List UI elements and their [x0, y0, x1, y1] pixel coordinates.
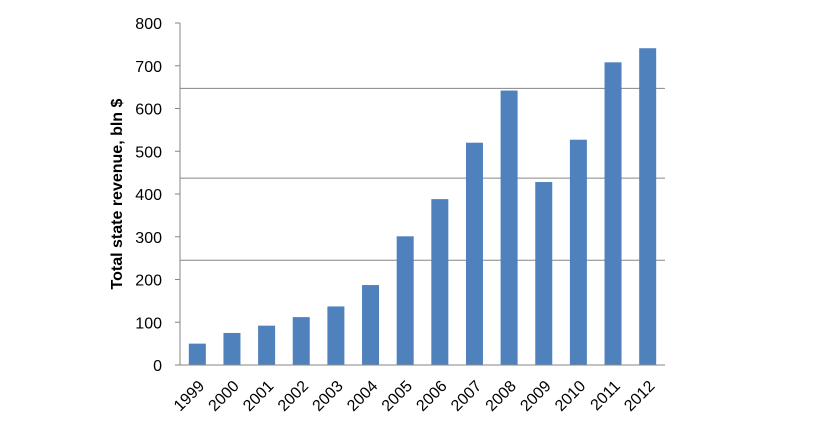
y-axis-title: Total state revenue, bln $	[109, 98, 126, 289]
x-tick-label-2004: 2004	[344, 378, 381, 415]
bar-2008	[500, 90, 518, 366]
x-tick-label-2009: 2009	[517, 378, 554, 415]
y-tick-labels: 0 100 200 300 400 500 600 700 800	[135, 16, 162, 375]
x-tick-label-2005: 2005	[379, 378, 416, 415]
y-tick-label-700: 700	[135, 59, 162, 76]
x-axis-group: 1999200020012002200320042005200620072008…	[171, 364, 665, 415]
x-tick-label-2002: 2002	[275, 378, 312, 415]
x-tick-labels: 1999200020012002200320042005200620072008…	[171, 378, 659, 415]
x-tick-label-2006: 2006	[413, 378, 450, 415]
x-tick-label-2011: 2011	[588, 378, 624, 414]
x-tick-label-2010: 2010	[552, 378, 589, 415]
y-tick-label-0: 0	[153, 358, 162, 375]
y-tick-label-100: 100	[135, 315, 162, 332]
x-tick-label-2000: 2000	[206, 378, 243, 415]
bar-2011	[604, 62, 622, 366]
y-tick-label-500: 500	[135, 144, 162, 161]
y-ticks	[175, 22, 180, 366]
x-tick-label-2001: 2001	[240, 378, 277, 415]
y-tick-label-300: 300	[135, 230, 162, 247]
x-tick-label-1999: 1999	[171, 378, 208, 415]
bar-2006	[431, 199, 449, 365]
x-tick-label-2007: 2007	[448, 378, 485, 415]
bar-1999	[188, 343, 206, 365]
bar-2002	[292, 317, 310, 365]
bars	[188, 48, 657, 366]
y-tick-label-400: 400	[135, 187, 162, 204]
y-tick-label-800: 800	[135, 16, 162, 33]
bar-2001	[258, 325, 276, 365]
x-tick-label-2008: 2008	[483, 378, 520, 415]
bar-2007	[465, 142, 483, 365]
x-tick-label-2003: 2003	[310, 378, 347, 415]
y-axis-group: 0 100 200 300 400 500 600 700 800	[135, 16, 181, 375]
bar-2012	[639, 48, 657, 365]
y-tick-label-600: 600	[135, 102, 162, 119]
y-tick-label-200: 200	[135, 273, 162, 290]
bar-2009	[535, 182, 553, 365]
bar-2010	[569, 139, 587, 365]
horizontal-reference-lines	[180, 87, 665, 261]
x-tick-label-2012: 2012	[621, 378, 658, 415]
bar-2000	[223, 332, 241, 365]
bar-2005	[396, 236, 414, 365]
bar-2004	[362, 285, 380, 365]
bar-2003	[327, 306, 345, 365]
